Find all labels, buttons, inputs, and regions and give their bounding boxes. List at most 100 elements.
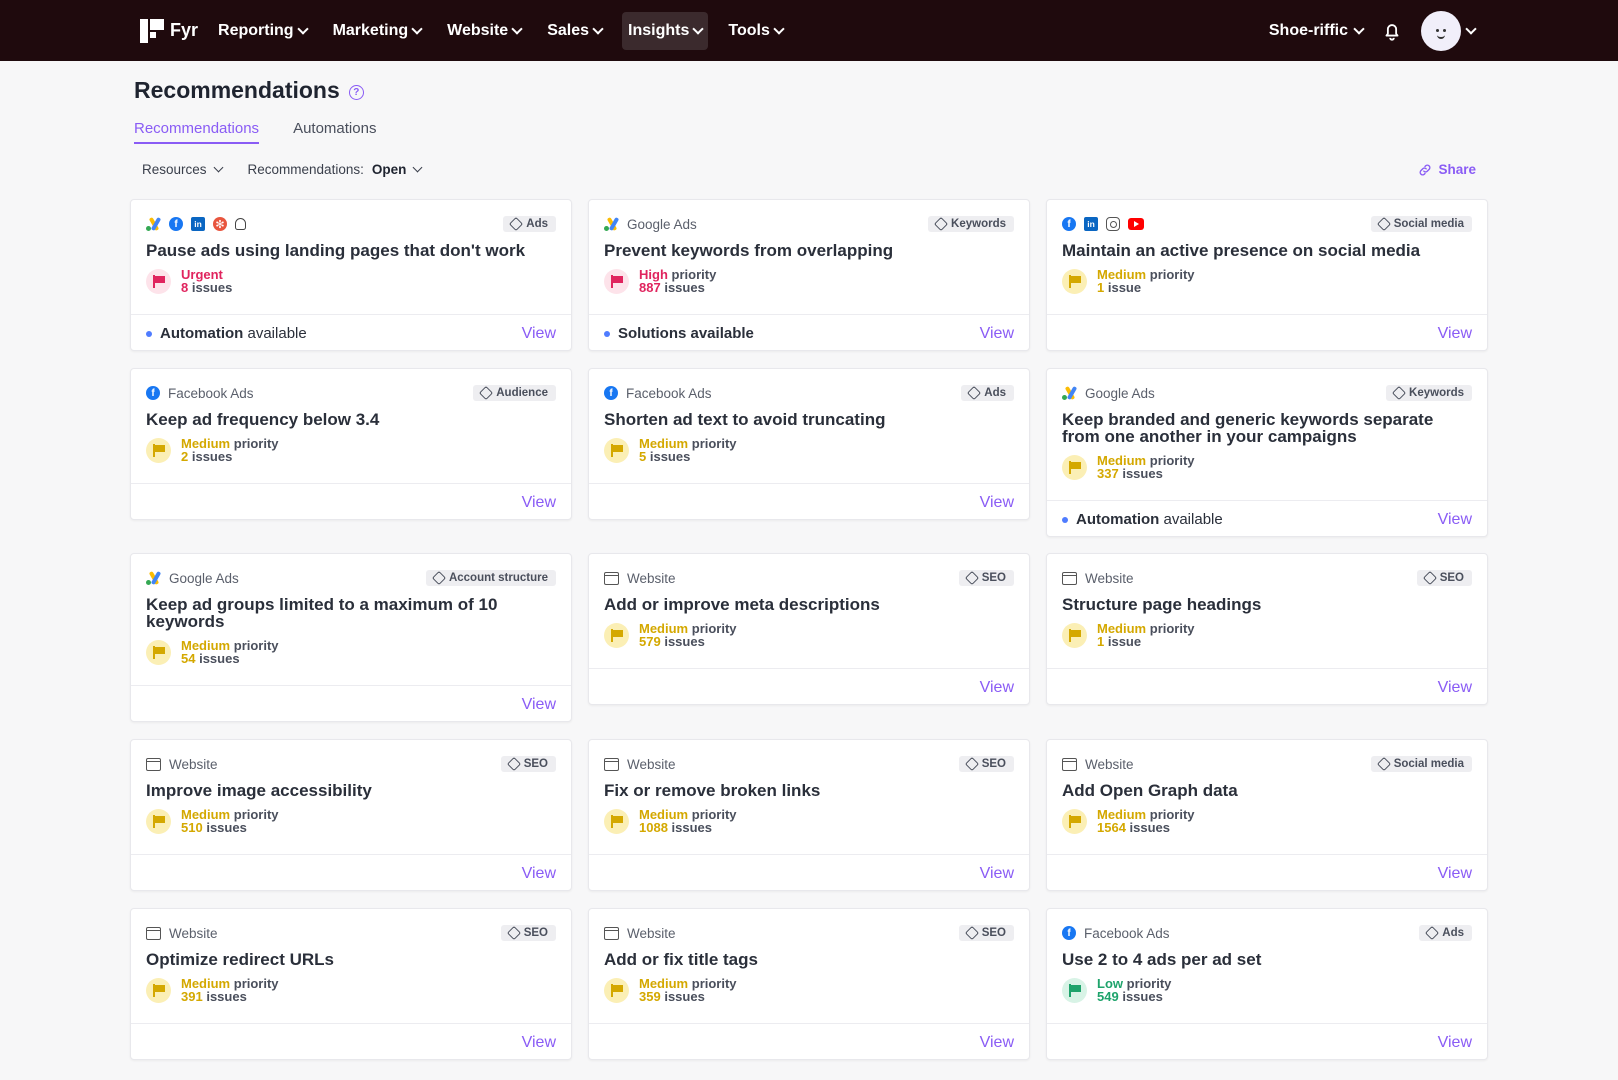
status-filter[interactable]: Recommendations: Open	[247, 162, 423, 177]
recommendation-card[interactable]: Website Social media Add Open Graph data…	[1046, 739, 1488, 891]
tabs: Recommendations Automations	[134, 120, 1618, 144]
view-link[interactable]: View	[1437, 678, 1472, 696]
user-menu[interactable]	[1421, 10, 1477, 51]
view-link[interactable]: View	[979, 1033, 1014, 1051]
resource-source: Website	[604, 571, 676, 586]
nav-website[interactable]: Website	[441, 12, 527, 50]
google-ads-icon	[1062, 385, 1078, 401]
resource-source: f Facebook Ads	[1062, 926, 1170, 941]
issue-unit: issues	[664, 280, 705, 295]
issue-count: 337	[1097, 466, 1119, 481]
view-link[interactable]: View	[979, 324, 1014, 342]
issue-count: 510	[181, 820, 203, 835]
issue-unit: issues	[664, 989, 705, 1004]
footer-status: Automation available	[146, 325, 307, 342]
view-link[interactable]: View	[979, 493, 1014, 511]
recommendation-card[interactable]: Google Ads Keywords Keep branded and gen…	[1046, 368, 1488, 537]
facebook-icon: f	[1062, 217, 1076, 231]
card-top: f Facebook Ads Audience	[146, 383, 556, 403]
view-link[interactable]: View	[1437, 1033, 1472, 1051]
priority-level: Medium	[639, 976, 689, 991]
source-label: Website	[627, 570, 676, 586]
recommendation-card[interactable]: Google Ads Account structure Keep ad gro…	[130, 553, 572, 722]
source-label: Website	[1085, 570, 1134, 586]
share-button[interactable]: Share	[1418, 162, 1476, 177]
recommendation-card[interactable]: f Facebook Ads Ads Shorten ad text to avo…	[588, 368, 1030, 520]
tag-label: Account structure	[448, 572, 548, 584]
issue-unit: issue	[1107, 280, 1142, 295]
resource-source: Website	[1062, 757, 1134, 772]
recommendation-card[interactable]: f Facebook Ads Audience Keep ad frequency…	[130, 368, 572, 520]
nav-marketing[interactable]: Marketing	[327, 12, 428, 50]
recommendation-card[interactable]: Website SEO Improve image accessibility …	[130, 739, 572, 891]
flag-icon	[1062, 808, 1087, 834]
category-tag: SEO	[958, 756, 1014, 772]
view-link[interactable]: View	[979, 864, 1014, 882]
card-top: Google Ads Keywords	[1062, 383, 1472, 403]
flag-icon	[1062, 268, 1087, 294]
view-link[interactable]: View	[1437, 324, 1472, 342]
source-label: Facebook Ads	[626, 385, 712, 401]
issue-unit: issues	[649, 449, 691, 464]
chevron-down-icon	[773, 22, 785, 35]
issue-unit: issue	[1107, 634, 1142, 649]
recommendation-card[interactable]: f in Social media Maintain an active pres…	[1046, 199, 1488, 351]
view-link[interactable]: View	[521, 864, 556, 882]
chevron-down-icon	[511, 22, 523, 35]
issue-unit: issues	[671, 820, 713, 835]
view-link[interactable]: View	[521, 695, 556, 713]
recommendation-card[interactable]: f in ✻ Ads Pause ads using landing pages t…	[130, 199, 572, 351]
category-tag: Keywords	[928, 216, 1014, 232]
priority-level: Low	[1097, 976, 1123, 991]
resource-source: Website	[146, 926, 218, 941]
account-switcher[interactable]: Shoe-riffic	[1269, 22, 1365, 40]
tab-automations[interactable]: Automations	[293, 120, 377, 137]
priority-row: Medium priority 1088 issues	[604, 808, 1014, 846]
priority-level: Medium	[1097, 807, 1147, 822]
recommendation-card[interactable]: Google Ads Keywords Prevent keywords fro…	[588, 199, 1030, 351]
source-label: Google Ads	[1085, 385, 1155, 401]
resources-filter[interactable]: Resources	[142, 162, 223, 177]
recommendation-card[interactable]: Website SEO Structure page headings Medi…	[1046, 553, 1488, 705]
view-link[interactable]: View	[1437, 510, 1472, 528]
help-icon[interactable]: ?	[348, 84, 364, 100]
view-link[interactable]: View	[521, 493, 556, 511]
category-tag: Audience	[473, 385, 556, 401]
youtube-icon	[1128, 218, 1144, 230]
bell-icon[interactable]	[1381, 20, 1403, 42]
view-link[interactable]: View	[1437, 864, 1472, 882]
category-tag: Keywords	[1386, 385, 1472, 401]
tag-icon	[509, 216, 524, 232]
recommendation-card[interactable]: Website SEO Add or improve meta descript…	[588, 553, 1030, 705]
card-body: Google Ads Account structure Keep ad gro…	[131, 554, 571, 685]
category-tag: Ads	[961, 385, 1014, 401]
filter-label: Recommendations:	[247, 162, 364, 177]
view-link[interactable]: View	[521, 1033, 556, 1051]
resource-source: Website	[604, 757, 676, 772]
priority-text: Medium priority 1 issue	[1097, 268, 1195, 294]
priority-level: Medium	[181, 638, 231, 653]
website-icon	[604, 757, 619, 771]
nav-label: Tools	[728, 21, 770, 39]
priority-row: Medium priority 359 issues	[604, 977, 1014, 1015]
priority-text: Medium priority 337 issues	[1097, 454, 1195, 480]
tag-icon	[967, 385, 982, 401]
card-top: f in Social media	[1062, 214, 1472, 234]
nav-insights[interactable]: Insights	[622, 11, 709, 50]
recommendation-card[interactable]: Website SEO Add or fix title tags Medium…	[588, 908, 1030, 1060]
nav-reporting[interactable]: Reporting	[212, 12, 313, 50]
brand-logo[interactable]: Fyr	[140, 18, 198, 43]
view-link[interactable]: View	[521, 324, 556, 342]
recommendation-card[interactable]: Website SEO Fix or remove broken links M…	[588, 739, 1030, 891]
view-link[interactable]: View	[979, 678, 1014, 696]
nav-sales[interactable]: Sales	[541, 12, 608, 50]
chevron-down-icon	[412, 162, 423, 173]
nav-tools[interactable]: Tools	[722, 12, 788, 50]
priority-text: Medium priority 510 issues	[181, 808, 279, 834]
tab-recommendations[interactable]: Recommendations	[134, 120, 260, 144]
recommendation-card[interactable]: Website SEO Optimize redirect URLs Mediu…	[130, 908, 572, 1060]
facebook-icon: f	[604, 386, 618, 400]
recommendation-card[interactable]: f Facebook Ads Ads Use 2 to 4 ads per ad …	[1046, 908, 1488, 1060]
facebook-icon: f	[146, 386, 160, 400]
filter-label: Resources	[142, 162, 207, 177]
